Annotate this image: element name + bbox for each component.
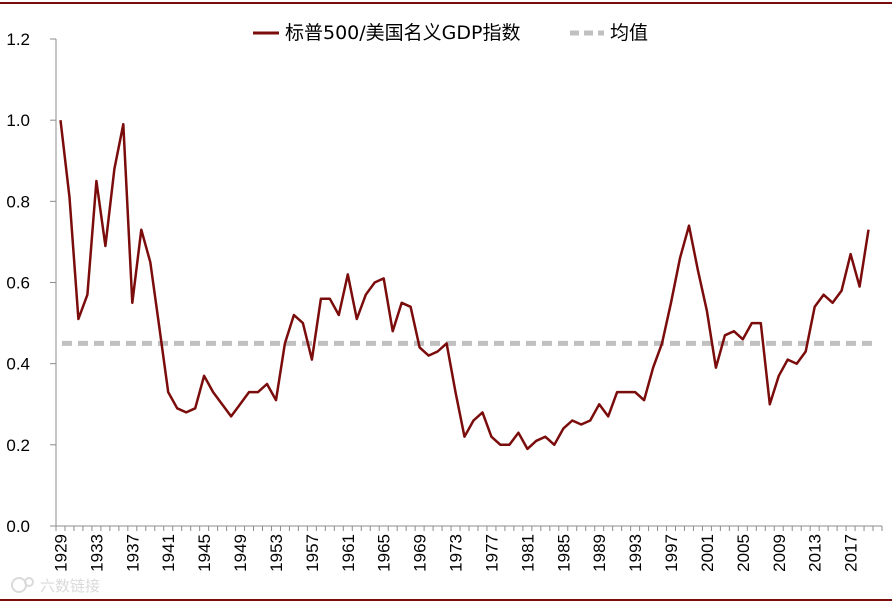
x-tick-label: 1981 (518, 534, 537, 572)
x-tick-label: 1945 (195, 534, 214, 572)
y-tick-label: 0.8 (6, 192, 30, 211)
x-tick-label: 2005 (734, 534, 753, 572)
series-line-ratio (59, 120, 870, 451)
x-tick-label: 2017 (842, 534, 861, 572)
legend: 标普500/美国名义GDP指数 均值 (253, 22, 648, 44)
x-tick-label: 1977 (482, 534, 501, 572)
x-tick-label: 1973 (447, 534, 466, 572)
x-tick-label: 1941 (159, 534, 178, 572)
y-tick-label: 0.6 (6, 274, 30, 293)
x-tick-label: 2009 (770, 534, 789, 572)
legend-label-ratio: 标普500/美国名义GDP指数 (285, 22, 520, 44)
x-tick-label: 1929 (51, 534, 70, 572)
x-tick-label: 1965 (375, 534, 394, 572)
x-tick-label: 1985 (554, 534, 573, 572)
watermark-logo-icon (11, 577, 27, 593)
y-axis-ticks: 0.0 0.2 0.4 0.6 0.8 1.0 1.2 (6, 30, 56, 536)
x-tick-label: 1949 (231, 534, 250, 572)
x-axis-ticks: 1929 1933 1937 1941 1945 1949 1953 1957 1961 1965… (51, 526, 883, 572)
series-layer (59, 120, 878, 451)
x-tick-label: 2001 (698, 534, 717, 572)
x-tick-label: 1937 (123, 534, 142, 572)
legend-label-mean: 均值 (610, 22, 648, 44)
x-tick-label: 1961 (339, 534, 358, 572)
y-tick-label: 0.4 (6, 355, 30, 374)
x-tick-label: 1989 (590, 534, 609, 572)
x-tick-label: 1953 (267, 534, 286, 572)
watermark-text: 六数链接 (40, 577, 100, 595)
y-tick-label: 0.0 (6, 517, 30, 536)
y-tick-label: 1.0 (6, 111, 30, 130)
x-tick-label: 1969 (411, 534, 430, 572)
x-tick-label: 2013 (806, 534, 825, 572)
y-tick-label: 1.2 (6, 30, 30, 49)
x-tick-label: 1957 (303, 534, 322, 572)
y-tick-label: 0.2 (6, 436, 30, 455)
watermark: 六数链接 (11, 577, 100, 595)
x-tick-label: 1997 (662, 534, 681, 572)
x-tick-label: 1993 (626, 534, 645, 572)
watermark-logo-dot-icon (24, 577, 34, 587)
x-tick-label: 1933 (87, 534, 106, 572)
